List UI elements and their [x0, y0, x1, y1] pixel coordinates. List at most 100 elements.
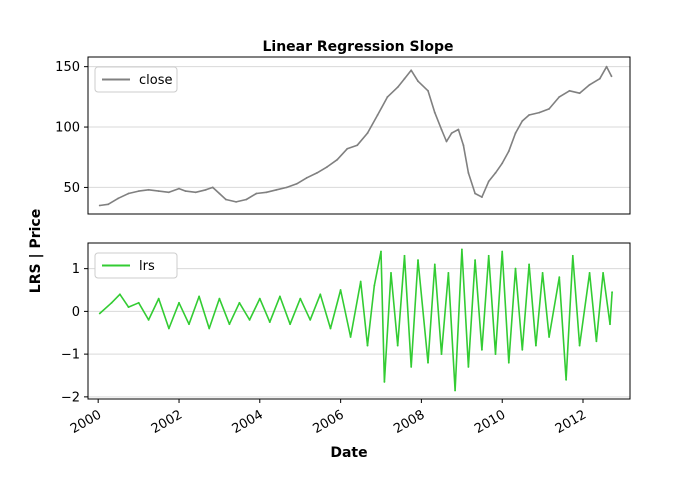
data-point [514, 132, 517, 135]
panel-1: 50 100 150 close [55, 56, 631, 215]
legend-frame [94, 66, 178, 93]
data-point [521, 120, 524, 122]
data-point [157, 297, 160, 300]
data-point [205, 188, 207, 191]
data-point [245, 198, 248, 201]
data-point [467, 172, 470, 174]
data-point [107, 203, 110, 206]
data-point [610, 75, 613, 78]
data-point [147, 188, 150, 191]
data-point [238, 301, 241, 304]
y-tick-label: 50 [63, 181, 80, 196]
data-point [295, 182, 298, 185]
data-point [461, 248, 463, 251]
legend-label: lrs [139, 259, 155, 274]
data-point [528, 114, 530, 116]
data-point [198, 295, 201, 298]
data-point [98, 312, 101, 315]
x-tick-label: 2006 [310, 407, 346, 437]
data-point [383, 381, 386, 383]
data-point [481, 348, 483, 351]
data-point [376, 114, 379, 116]
data-point [110, 301, 113, 304]
data-point [410, 366, 413, 368]
data-point [127, 192, 130, 195]
data-point [528, 263, 530, 266]
data-point [494, 353, 497, 355]
data-point [275, 188, 278, 191]
data-point [316, 172, 318, 174]
data-point [356, 144, 359, 147]
data-point [605, 65, 608, 68]
data-point [326, 166, 328, 168]
data-point [450, 132, 453, 135]
data-point [359, 280, 362, 283]
data-point [501, 162, 504, 165]
data-point [336, 158, 339, 161]
data-point [467, 366, 470, 368]
data-point [417, 259, 419, 261]
y-tick-label: 1 [72, 262, 80, 277]
data-point [218, 192, 221, 195]
legend: lrs [94, 252, 178, 279]
data-point [445, 140, 448, 143]
data-point [440, 128, 443, 131]
data-point [380, 250, 382, 253]
data-point [178, 301, 180, 304]
panels: 50 100 150 close 1 0 −1 −2 lrs [55, 56, 631, 405]
data-point [609, 323, 611, 326]
data-point [305, 176, 308, 179]
data-point [194, 191, 197, 194]
data-point [349, 336, 352, 338]
data-point [265, 191, 268, 194]
data-point [454, 389, 456, 392]
data-point [538, 111, 541, 114]
data-point [235, 201, 238, 203]
data-point [255, 192, 258, 195]
data-point [137, 301, 140, 304]
legend-label: close [139, 73, 172, 88]
data-point [339, 289, 342, 291]
x-axis-label: Date [330, 445, 367, 461]
x-tick-label: 2004 [230, 407, 266, 437]
data-point [373, 284, 376, 287]
data-point [548, 336, 550, 338]
data-point [346, 147, 349, 150]
data-point [521, 348, 524, 351]
y-tick-label: −2 [61, 390, 80, 405]
data-point [410, 69, 413, 72]
data-point [386, 96, 389, 98]
data-point [178, 187, 180, 190]
data-point [541, 272, 544, 274]
data-point [396, 86, 399, 89]
data-point [329, 327, 332, 330]
data-point [225, 198, 227, 201]
data-point [184, 190, 187, 193]
data-point [285, 186, 288, 189]
data-point [457, 128, 460, 131]
data-point [299, 297, 302, 300]
data-point [279, 295, 281, 298]
data-point [289, 323, 291, 326]
data-point [427, 89, 429, 92]
data-point [98, 204, 101, 207]
data-point [588, 83, 591, 86]
data-point [474, 259, 476, 261]
data-point [309, 319, 312, 321]
data-point [228, 323, 231, 326]
data-point [558, 276, 561, 279]
x-tick-label: 2002 [149, 407, 185, 437]
data-point [248, 319, 251, 321]
data-point [462, 144, 465, 147]
data-point [433, 263, 436, 266]
data-point [578, 92, 581, 95]
data-point [514, 267, 517, 270]
data-point [208, 327, 211, 330]
data-point [487, 180, 490, 183]
data-point [258, 297, 261, 300]
y-tick-label: 150 [55, 60, 80, 75]
chart-title: Linear Regression Slope [262, 39, 453, 55]
data-point [611, 291, 613, 294]
data-point [565, 378, 567, 381]
